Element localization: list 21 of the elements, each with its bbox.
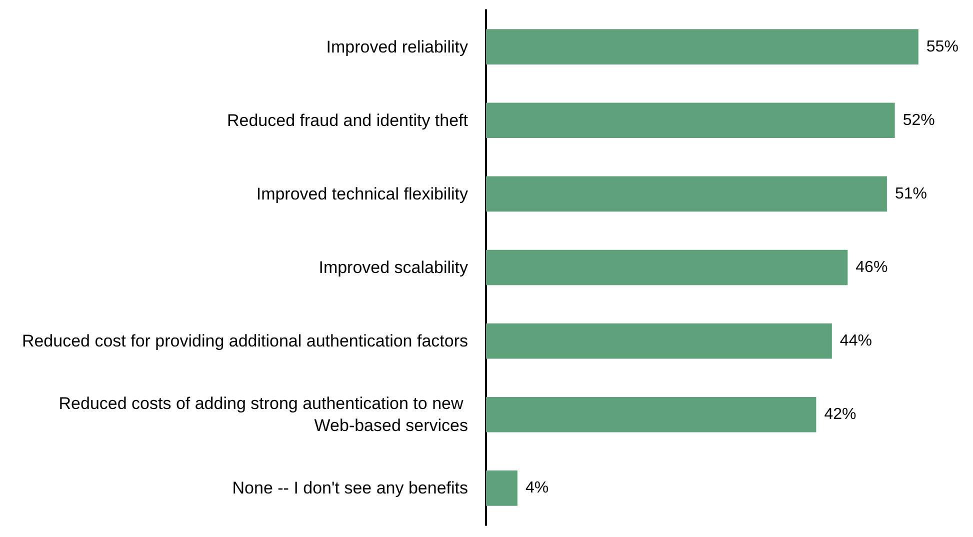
bar [486, 323, 832, 359]
data-label: 4% [525, 480, 549, 497]
bar [486, 29, 918, 64]
y-tick-label: Improved scalability [318, 258, 468, 277]
data-label: 46% [856, 259, 888, 276]
bar [486, 470, 518, 506]
data-label: 52% [902, 112, 935, 129]
data-label: 42% [824, 406, 856, 424]
y-tick-label: None -- I don't see any benefits [232, 478, 468, 498]
bar [486, 176, 887, 212]
data-label: 44% [840, 332, 872, 350]
y-tick-label: Improved technical flexibility [256, 184, 468, 204]
y-tick-label: Reduced fraud and identity theft [227, 110, 468, 130]
bar [486, 102, 895, 138]
bar [486, 396, 816, 432]
data-label: 55% [926, 38, 958, 56]
y-tick-label: Improved reliability [326, 37, 468, 56]
y-tick-label: Reduced costs of adding strong authentication to new Web-based services [58, 394, 468, 436]
y-tick-label: Reduced cost for providing additional authentication factors [22, 332, 468, 351]
data-label: 51% [894, 185, 927, 202]
bar [486, 250, 848, 286]
